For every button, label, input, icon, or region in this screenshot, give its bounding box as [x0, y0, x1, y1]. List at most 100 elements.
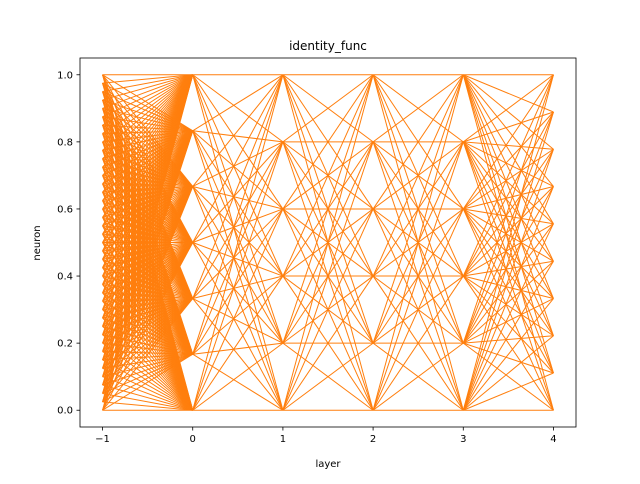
- connection: [102, 225, 194, 411]
- connection: [102, 275, 194, 355]
- connection: [102, 166, 194, 299]
- connection: [102, 250, 194, 411]
- connection: [102, 367, 193, 411]
- connection: [192, 342, 283, 355]
- connection: [102, 191, 194, 411]
- connection: [102, 250, 194, 355]
- connection: [463, 141, 554, 187]
- connection: [463, 185, 554, 210]
- connection: [462, 208, 554, 411]
- connection: [282, 74, 374, 277]
- connection: [462, 186, 554, 277]
- connection: [102, 74, 193, 93]
- connection: [102, 298, 193, 319]
- connection: [372, 74, 464, 344]
- y-axis-label: neuron: [32, 225, 43, 260]
- connection: [192, 275, 284, 300]
- connection: [192, 298, 284, 411]
- connection: [102, 300, 194, 411]
- connection: [102, 74, 194, 355]
- connection: [372, 74, 464, 210]
- connection: [462, 148, 554, 210]
- connection: [192, 74, 284, 411]
- x-tick-label: 2: [370, 434, 376, 445]
- connection: [102, 359, 193, 411]
- connection: [102, 74, 194, 187]
- connection: [192, 242, 284, 277]
- connection: [102, 99, 193, 132]
- connection: [102, 284, 194, 355]
- connection: [372, 342, 464, 411]
- connection: [462, 223, 554, 411]
- connection: [192, 185, 284, 210]
- connection: [462, 298, 554, 411]
- connection: [462, 275, 554, 411]
- connection: [102, 99, 194, 299]
- connection: [192, 74, 284, 355]
- connection: [192, 242, 284, 411]
- connection: [102, 233, 194, 411]
- y-tick-label: 0.2: [57, 339, 73, 350]
- chart-title: identity_func: [289, 39, 367, 53]
- connection: [102, 217, 194, 411]
- connection: [102, 351, 194, 411]
- connection: [102, 208, 194, 411]
- connection: [462, 141, 554, 374]
- connection: [463, 74, 554, 113]
- connection: [192, 298, 284, 344]
- connection: [462, 260, 554, 344]
- connection: [372, 208, 464, 411]
- connection: [102, 74, 193, 132]
- connection: [102, 292, 194, 355]
- connection: [462, 74, 554, 299]
- connection: [462, 74, 554, 262]
- connection: [102, 376, 193, 411]
- connection: [102, 74, 193, 84]
- connection: [192, 74, 284, 299]
- connection: [462, 141, 554, 225]
- connection: [282, 208, 374, 411]
- connection: [102, 99, 194, 187]
- connection: [102, 298, 193, 327]
- connection: [102, 300, 193, 355]
- connection: [462, 141, 554, 336]
- connection: [192, 141, 284, 355]
- connection: [102, 317, 193, 355]
- connection: [102, 275, 194, 411]
- connection: [102, 342, 193, 355]
- connection: [102, 298, 193, 311]
- connection: [192, 186, 284, 411]
- connection: [102, 82, 194, 299]
- connection: [102, 298, 193, 344]
- connection: [192, 141, 284, 187]
- connection: [463, 372, 554, 411]
- connection: [282, 74, 374, 143]
- connection: [102, 298, 193, 302]
- connection: [462, 342, 554, 411]
- connection: [102, 309, 193, 355]
- connection: [102, 392, 193, 411]
- connection: [102, 259, 194, 411]
- connection: [102, 309, 194, 411]
- connection: [282, 275, 374, 411]
- connection: [282, 74, 374, 210]
- connection: [192, 186, 284, 277]
- connection: [102, 298, 193, 336]
- connection: [462, 186, 554, 344]
- connection: [102, 82, 193, 132]
- connection: [102, 325, 193, 355]
- connection: [463, 298, 554, 344]
- connection: [102, 91, 193, 132]
- connection: [192, 74, 284, 210]
- connection: [192, 208, 284, 299]
- connection: [192, 141, 284, 299]
- connection: [102, 200, 194, 411]
- connection: [192, 130, 283, 143]
- connection: [462, 208, 554, 374]
- connection: [102, 292, 194, 411]
- connection: [102, 91, 194, 187]
- y-tick-label: 0.6: [57, 204, 73, 215]
- connection: [192, 74, 284, 243]
